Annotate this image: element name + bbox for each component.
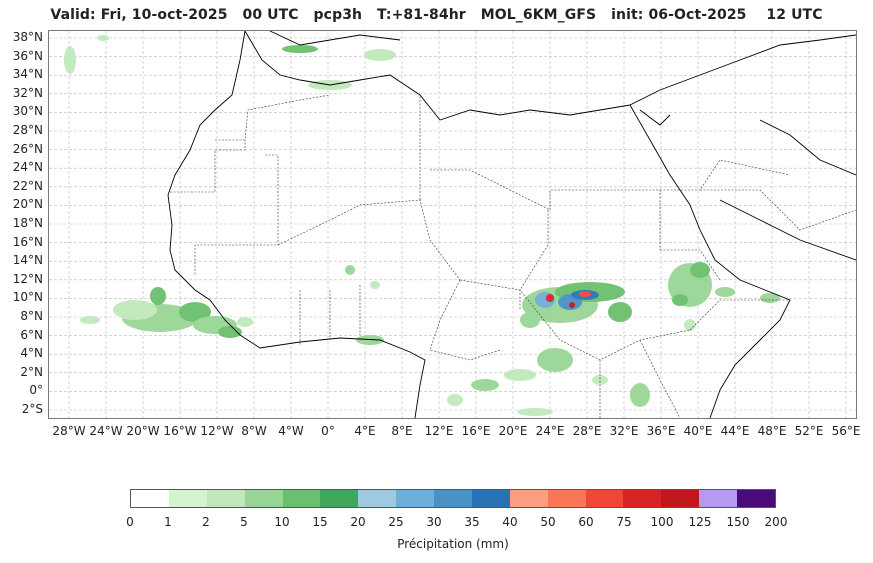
lon-label: 0° <box>321 424 335 438</box>
colorbar-cell <box>244 490 283 507</box>
lon-label: 48°E <box>757 424 787 438</box>
lon-label: 44°E <box>720 424 750 438</box>
lat-label: 30°N <box>12 104 43 119</box>
colorbar-cell <box>168 490 207 507</box>
lon-label: 12°E <box>424 424 454 438</box>
lat-label: 12°N <box>12 271 43 286</box>
lon-label: 8°E <box>391 424 413 438</box>
colorbar-tick: 1 <box>164 515 172 529</box>
lon-label: 16°W <box>163 424 197 438</box>
lat-label: 10°N <box>12 290 43 305</box>
lon-label: 32°E <box>609 424 639 438</box>
colorbar-tick: 125 <box>688 515 712 529</box>
lon-label: 4°E <box>354 424 376 438</box>
lat-label: 36°N <box>12 48 43 63</box>
colorbar-tick: 10 <box>274 515 290 529</box>
lat-label: 14°N <box>12 253 43 268</box>
colorbar-cell <box>623 490 662 507</box>
lon-label: 24°W <box>89 424 123 438</box>
lon-label: 16°E <box>461 424 491 438</box>
gridlines <box>49 31 856 418</box>
lon-label: 12°W <box>200 424 234 438</box>
lon-label: 28°E <box>572 424 602 438</box>
colorbar-tick: 15 <box>312 515 328 529</box>
colorbar-tick: 75 <box>616 515 632 529</box>
lon-label: 28°W <box>52 424 86 438</box>
lat-label: 16°N <box>12 234 43 249</box>
colorbar-tick: 20 <box>350 515 366 529</box>
lat-label: 32°N <box>12 85 43 100</box>
lat-label: 26°N <box>12 141 43 156</box>
map-title: Valid: Fri, 10-oct-2025 00 UTC pcp3h T:+… <box>50 7 823 23</box>
colorbar-tick: 200 <box>764 515 788 529</box>
colorbar-label: Précipitation (mm) <box>397 537 509 551</box>
lat-label: 22°N <box>12 178 43 193</box>
colorbar-cell <box>320 490 359 507</box>
colorbar-tick: 150 <box>726 515 750 529</box>
lon-label: 52°E <box>794 424 824 438</box>
colorbar-cell <box>699 490 737 507</box>
precipitation-colorbar <box>130 489 776 508</box>
lat-label: 34°N <box>12 67 43 82</box>
lon-label: 56°E <box>831 424 861 438</box>
colorbar-cell <box>547 490 586 507</box>
lon-label: 24°E <box>535 424 565 438</box>
lat-label: 20°N <box>12 197 43 212</box>
colorbar-tick: 60 <box>578 515 594 529</box>
colorbar-cell <box>585 490 624 507</box>
colorbar-tick: 30 <box>426 515 442 529</box>
lat-label: 38°N <box>12 30 43 44</box>
precipitation-patches <box>64 35 780 416</box>
lat-label: 28°N <box>12 123 43 137</box>
lon-label: 8°W <box>241 424 267 438</box>
lat-label: 2°N <box>20 364 43 379</box>
colorbar-tick: 0 <box>126 515 134 529</box>
colorbar-tick: 25 <box>388 515 404 529</box>
lon-label: 40°E <box>683 424 713 438</box>
colorbar-cell <box>206 490 245 507</box>
lat-label: 8°N <box>20 309 43 323</box>
map-frame <box>48 30 857 419</box>
lat-label: 0° <box>29 383 43 398</box>
lon-label: 20°E <box>498 424 528 438</box>
colorbar-cell <box>282 490 321 507</box>
lon-label: 4°W <box>278 424 304 438</box>
colorbar-cell <box>131 490 169 507</box>
lat-label: 6°N <box>20 327 43 342</box>
colorbar-tick: 40 <box>502 515 518 529</box>
lat-label: 2°S <box>21 402 43 416</box>
colorbar-tick: 100 <box>650 515 674 529</box>
colorbar-tick: 5 <box>240 515 248 529</box>
colorbar-cell <box>434 490 472 507</box>
lat-label: 24°N <box>12 160 43 175</box>
colorbar-tick: 2 <box>202 515 210 529</box>
lat-label: 18°N <box>12 216 43 230</box>
colorbar-tick: 35 <box>464 515 480 529</box>
colorbar-tick: 50 <box>540 515 556 529</box>
colorbar-cell <box>358 490 397 507</box>
country-borders <box>170 94 856 418</box>
lon-label: 20°W <box>126 424 160 438</box>
colorbar-cell <box>661 490 700 507</box>
colorbar-cell <box>471 490 510 507</box>
coastlines <box>167 31 856 418</box>
lat-label: 4°N <box>20 346 43 361</box>
colorbar-cell <box>509 490 548 507</box>
colorbar-cell <box>396 490 434 507</box>
lon-label: 36°E <box>646 424 676 438</box>
colorbar-cell <box>737 490 775 507</box>
